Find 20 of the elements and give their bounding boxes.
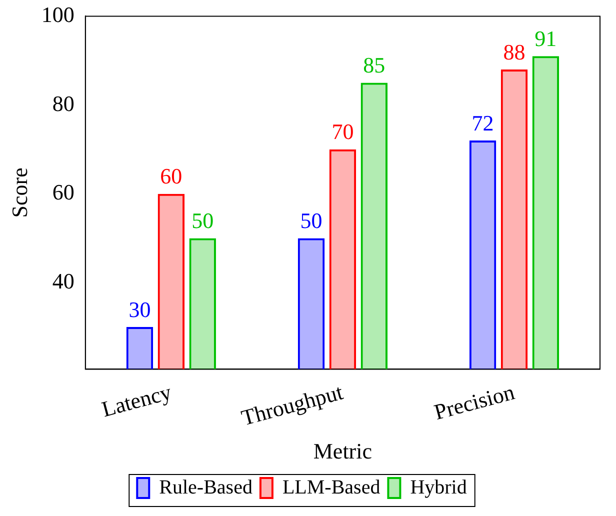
y-tick-label: 100: [41, 2, 74, 27]
legend-label: LLM-Based: [282, 476, 380, 498]
legend-label: Rule-Based: [159, 476, 252, 498]
data-label: 50: [192, 208, 214, 234]
data-label: 72: [472, 110, 494, 136]
data-label: 88: [503, 39, 526, 64]
data-label: 85: [363, 52, 386, 78]
data-label: 60: [160, 164, 182, 189]
data-label: 50: [300, 208, 322, 234]
y-tick-label: 80: [52, 90, 74, 116]
x-tick-label: Precision: [431, 379, 518, 425]
y-tick-label: 40: [52, 268, 74, 294]
x-axis-title: Metric: [313, 438, 372, 464]
data-label: 91: [534, 26, 557, 51]
legend-label: Hybrid: [410, 476, 467, 498]
data-label: 70: [332, 119, 354, 144]
y-axis-title: Score: [6, 168, 32, 218]
data-label: 30: [128, 296, 151, 322]
y-tick-label: 60: [52, 180, 74, 205]
x-tick-label: Latency: [99, 379, 174, 422]
